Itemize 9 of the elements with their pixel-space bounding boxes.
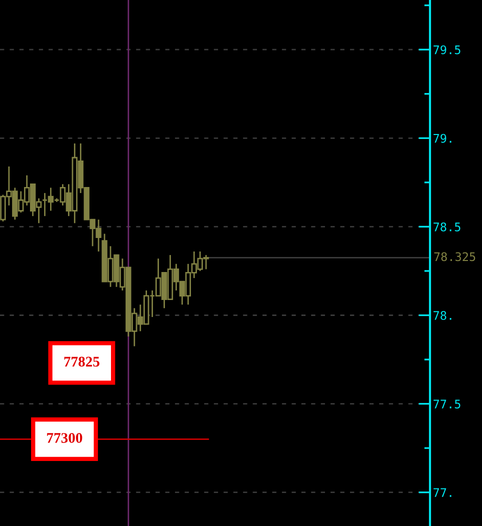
y-tick-label: 77.5 bbox=[434, 400, 460, 408]
annotation: 77300 bbox=[47, 433, 82, 443]
annotation: 77825 bbox=[64, 356, 100, 367]
ref-line-label: 78.325 bbox=[434, 252, 476, 262]
y-tick-label: 77. bbox=[434, 488, 452, 497]
y-tick-label: 79.5 bbox=[434, 45, 460, 54]
y-tick-label: 78.5 bbox=[434, 222, 460, 232]
y-tick-label: 79. bbox=[434, 134, 452, 143]
y-tick-label: 78. bbox=[434, 311, 452, 320]
